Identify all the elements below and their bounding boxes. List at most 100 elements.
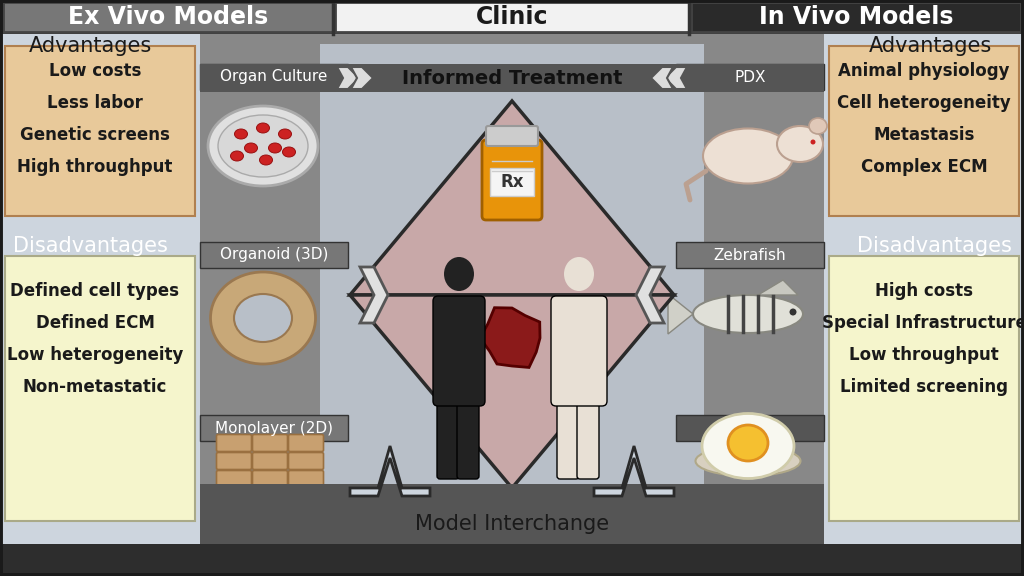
Polygon shape: [636, 267, 664, 323]
Text: Monolayer (2D): Monolayer (2D): [215, 420, 333, 435]
FancyBboxPatch shape: [289, 434, 324, 452]
Bar: [200, 64, 824, 90]
Polygon shape: [350, 446, 430, 496]
Text: Informed Treatment: Informed Treatment: [401, 69, 623, 88]
Text: Clinic: Clinic: [476, 5, 548, 29]
Bar: [829, 46, 1019, 216]
Text: Low throughput: Low throughput: [849, 346, 998, 364]
Bar: [200, 484, 824, 544]
Polygon shape: [480, 308, 540, 367]
Text: Genetic screens: Genetic screens: [20, 126, 170, 144]
Polygon shape: [337, 67, 359, 89]
Ellipse shape: [279, 129, 292, 139]
FancyBboxPatch shape: [289, 453, 324, 469]
Bar: [676, 415, 824, 441]
FancyBboxPatch shape: [551, 296, 607, 406]
Polygon shape: [651, 67, 673, 89]
Text: Disadvantages: Disadvantages: [856, 236, 1012, 256]
Text: Cell heterogeneity: Cell heterogeneity: [838, 94, 1011, 112]
Ellipse shape: [256, 123, 269, 133]
Text: Low heterogeneity: Low heterogeneity: [7, 346, 183, 364]
Text: Advantages: Advantages: [29, 36, 152, 56]
Ellipse shape: [259, 155, 272, 165]
FancyBboxPatch shape: [253, 471, 288, 487]
Text: High throughput: High throughput: [17, 158, 173, 176]
Text: High costs: High costs: [874, 282, 973, 300]
Bar: [5, 46, 195, 216]
FancyBboxPatch shape: [557, 395, 579, 479]
FancyBboxPatch shape: [216, 453, 252, 469]
Polygon shape: [668, 294, 693, 334]
Bar: [200, 64, 824, 92]
Ellipse shape: [564, 257, 594, 291]
Text: Zebrafish: Zebrafish: [714, 248, 786, 263]
Text: Defined cell types: Defined cell types: [10, 282, 179, 300]
FancyBboxPatch shape: [437, 395, 459, 479]
Bar: [3, 2, 333, 32]
Text: Organoid (3D): Organoid (3D): [220, 248, 328, 263]
FancyBboxPatch shape: [253, 453, 288, 469]
Bar: [200, 415, 348, 441]
Bar: [335, 2, 689, 32]
Ellipse shape: [234, 294, 292, 342]
FancyBboxPatch shape: [253, 434, 288, 452]
Text: PDX: PDX: [734, 70, 766, 85]
FancyBboxPatch shape: [457, 395, 479, 479]
FancyBboxPatch shape: [289, 471, 324, 487]
Text: CAM: CAM: [733, 420, 767, 435]
Ellipse shape: [211, 272, 315, 364]
Ellipse shape: [444, 257, 474, 291]
Ellipse shape: [693, 295, 803, 333]
Ellipse shape: [218, 115, 308, 177]
Polygon shape: [665, 67, 687, 89]
Ellipse shape: [234, 129, 248, 139]
Ellipse shape: [703, 128, 793, 184]
Ellipse shape: [811, 139, 815, 145]
Polygon shape: [594, 446, 674, 496]
Ellipse shape: [245, 143, 257, 153]
Text: Disadvantages: Disadvantages: [12, 236, 168, 256]
Ellipse shape: [728, 425, 768, 461]
Bar: [0, 34, 1024, 544]
Ellipse shape: [809, 118, 827, 134]
FancyBboxPatch shape: [577, 395, 599, 479]
Text: Rx: Rx: [501, 173, 523, 191]
FancyBboxPatch shape: [486, 126, 538, 146]
Ellipse shape: [777, 126, 823, 162]
Text: Organ Culture: Organ Culture: [220, 70, 328, 85]
Bar: [319, 44, 705, 534]
Ellipse shape: [230, 151, 244, 161]
Text: In Vivo Models: In Vivo Models: [759, 5, 953, 29]
Ellipse shape: [208, 106, 318, 186]
Bar: [5, 256, 195, 521]
Bar: [691, 2, 1021, 32]
Bar: [676, 64, 824, 90]
Text: Complex ECM: Complex ECM: [861, 158, 987, 176]
Text: Special Infrastructure: Special Infrastructure: [821, 314, 1024, 332]
Bar: [829, 256, 1019, 521]
Polygon shape: [351, 67, 373, 89]
Polygon shape: [350, 101, 674, 295]
FancyBboxPatch shape: [216, 434, 252, 452]
Bar: [200, 34, 824, 544]
Text: Model Interchange: Model Interchange: [415, 514, 609, 534]
Ellipse shape: [695, 446, 801, 476]
FancyBboxPatch shape: [216, 471, 252, 487]
Text: Non-metastatic: Non-metastatic: [23, 378, 167, 396]
Bar: [200, 64, 348, 90]
Text: Advantages: Advantages: [868, 36, 991, 56]
Ellipse shape: [283, 147, 296, 157]
Text: Metastasis: Metastasis: [873, 126, 975, 144]
Polygon shape: [758, 280, 798, 295]
Text: Animal physiology: Animal physiology: [839, 62, 1010, 80]
Text: Less labor: Less labor: [47, 94, 143, 112]
Ellipse shape: [702, 414, 794, 479]
Text: Defined ECM: Defined ECM: [36, 314, 155, 332]
Text: Ex Vivo Models: Ex Vivo Models: [68, 5, 268, 29]
Text: Limited screening: Limited screening: [840, 378, 1008, 396]
FancyBboxPatch shape: [433, 296, 485, 406]
Bar: [490, 168, 534, 196]
Bar: [200, 484, 824, 544]
Polygon shape: [360, 267, 388, 323]
Bar: [200, 242, 348, 268]
